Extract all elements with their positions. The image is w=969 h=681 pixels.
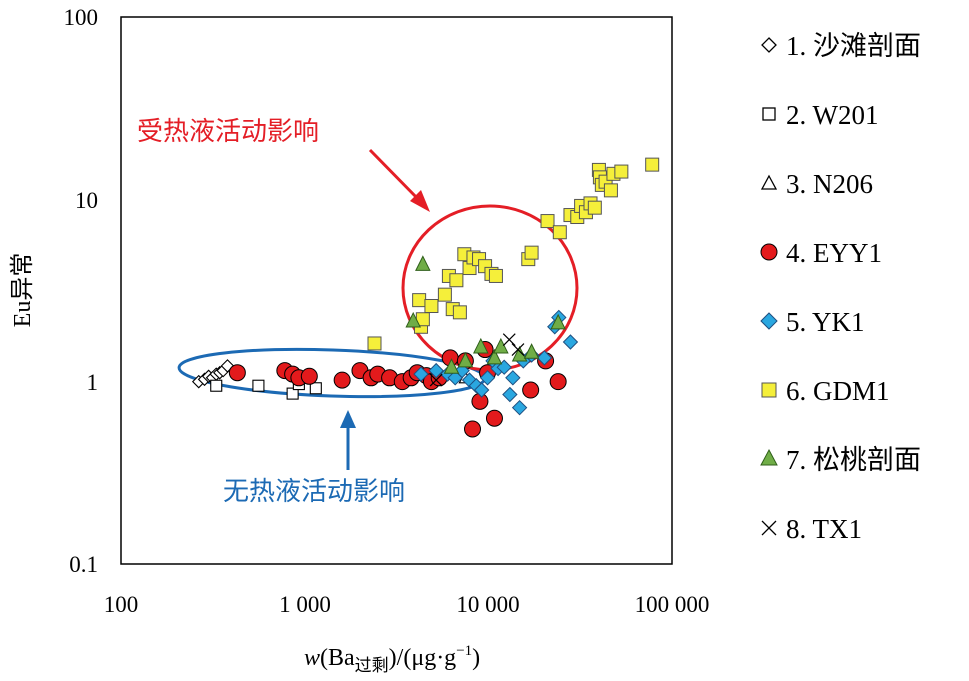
legend-marker-8 [761, 520, 777, 536]
point-s2-2 [252, 379, 265, 392]
point-s6-21 [552, 225, 567, 240]
legend-label-5: 5. YK1 [786, 307, 865, 337]
y-tick-label-10: 10 [75, 188, 98, 213]
x-tick-label-100: 100 [104, 592, 139, 617]
y-tick-label-0.1: 0.1 [69, 552, 98, 577]
point-s6-20 [540, 214, 555, 229]
point-s4-6 [333, 371, 351, 389]
point-s7-6 [486, 348, 503, 365]
point-s4-5 [300, 367, 318, 385]
point-s6-5 [424, 299, 439, 314]
y-tick-label-1: 1 [87, 370, 99, 395]
legend-label-1: 1. 沙滩剖面 [786, 31, 921, 61]
legend-label-8: 8. TX1 [786, 514, 862, 544]
legend-label-6: 6. GDM1 [786, 376, 890, 406]
point-s5-13 [502, 386, 518, 403]
point-s8-1 [429, 373, 443, 387]
x-axis-label: w(Ba过剩)/(μg·g−1) [304, 643, 480, 675]
point-s6-19 [524, 245, 539, 260]
legend-marker-1 [761, 37, 777, 53]
point-s7-10 [550, 313, 566, 330]
legend-marker-7 [760, 448, 778, 466]
legend: 1. 沙滩剖面 2. W201 3. N206 4. EYY1 5. YK1 6… [760, 31, 921, 544]
point-s6-9 [449, 273, 464, 288]
legend-marker-4 [760, 243, 778, 261]
point-s4-26 [549, 373, 567, 391]
point-s6-2 [412, 293, 427, 308]
point-s5-12 [496, 359, 512, 375]
y-axis-label: Eu异常 [9, 253, 36, 328]
legend-label-3: 3. N206 [786, 169, 873, 199]
point-s6-17 [488, 268, 503, 283]
point-s4-1 [228, 364, 246, 382]
point-s7-2 [415, 255, 431, 271]
point-s6-10 [452, 305, 467, 320]
legend-marker-3 [760, 174, 778, 190]
point-s5-21 [562, 334, 579, 350]
point-s5-8 [473, 382, 490, 398]
x-tick-label-100000: 100 000 [635, 592, 710, 617]
point-s5-1 [413, 366, 429, 382]
point-s4-23 [485, 409, 503, 427]
point-s6-27 [587, 200, 602, 215]
legend-label-2: 2. W201 [786, 100, 879, 130]
data-points [191, 157, 660, 438]
point-s6-6 [437, 287, 452, 302]
point-s7-5 [473, 337, 489, 354]
point-s5-2 [428, 362, 444, 379]
legend-label-4: 4. EYY1 [786, 238, 882, 268]
point-s7-4 [457, 351, 474, 368]
point-s7-1 [405, 311, 422, 328]
x-tick-label-10000: 10 000 [456, 592, 519, 617]
point-s2-3 [286, 387, 299, 400]
point-s6-34 [614, 164, 629, 179]
point-s5-9 [479, 370, 496, 386]
nohot-annotation: 无热液活动影响 [223, 477, 405, 507]
legend-marker-6 [761, 382, 777, 398]
point-s4-24 [522, 381, 540, 399]
legend-label-7: 7. 松桃剖面 [786, 445, 921, 475]
x-tick-label-1000: 1 000 [279, 592, 331, 617]
point-s5-15 [511, 399, 528, 416]
point-s7-7 [493, 337, 509, 354]
point-s6-35 [645, 157, 660, 172]
point-s5-14 [505, 370, 521, 386]
nohot-arrow-head [340, 410, 356, 428]
point-s5-5 [454, 362, 470, 379]
legend-marker-5 [760, 312, 778, 330]
hot-arrow-head [410, 190, 430, 212]
hot-annotation: 受热液活动影响 [137, 117, 319, 147]
point-s4-19 [464, 420, 482, 438]
point-s7-8 [511, 345, 528, 362]
point-s2-1 [210, 379, 223, 392]
point-s2-5 [309, 382, 322, 395]
legend-marker-2 [762, 107, 776, 121]
point-s8-2 [502, 333, 516, 347]
hot-arrow-line [368, 148, 422, 203]
y-tick-label-100: 100 [64, 5, 99, 30]
point-s6-32 [603, 183, 618, 198]
point-s7-9 [523, 343, 540, 359]
point-s5-18 [536, 350, 553, 366]
point-s5-6 [461, 372, 478, 388]
point-s6-1 [367, 336, 382, 351]
point-s7-3 [443, 358, 460, 374]
point-s8-3 [511, 343, 525, 356]
plot-frame [120, 16, 673, 565]
